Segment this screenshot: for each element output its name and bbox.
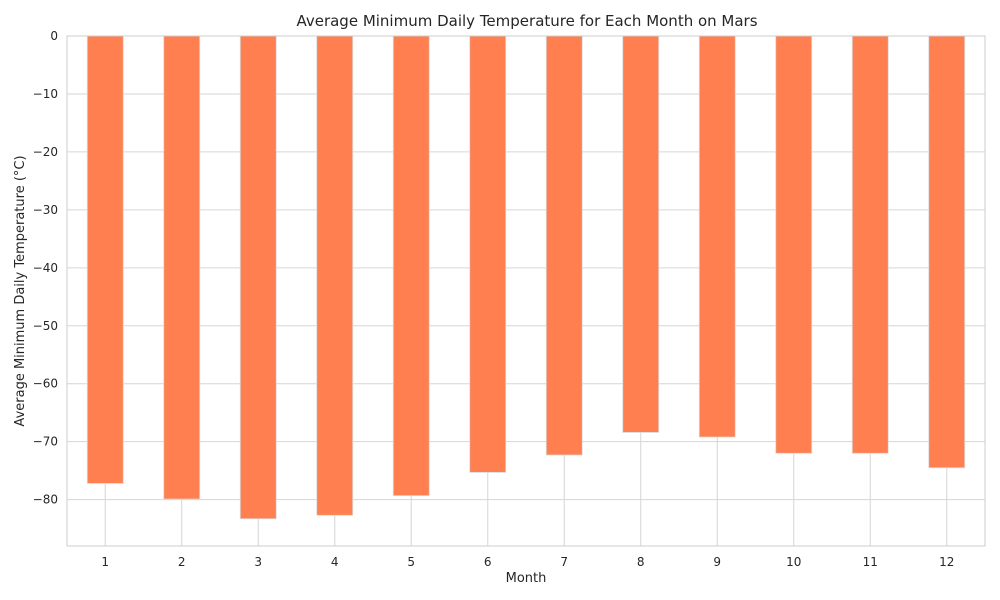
bar-month-1	[86, 35, 124, 484]
bar-month-4	[316, 35, 354, 516]
y-tick-label: −70	[33, 435, 58, 449]
bar-month-5	[392, 35, 430, 496]
gridlines	[67, 35, 985, 546]
x-tick-label: 8	[637, 555, 645, 569]
bar-month-3	[239, 35, 277, 520]
plot-frame	[66, 35, 986, 547]
y-tick-label: −80	[33, 493, 58, 507]
bar-month-10	[775, 35, 813, 454]
x-axis-label: Month	[506, 571, 547, 586]
bar-month-2	[163, 35, 201, 500]
x-tick-label: 6	[484, 555, 492, 569]
y-tick-label: −20	[33, 145, 58, 159]
y-tick-label: −50	[33, 319, 58, 333]
y-tick-label: −60	[33, 377, 58, 391]
y-tick-labels: 0 −10 −20 −30 −40 −50 −60 −70 −80	[33, 29, 58, 507]
bars	[86, 35, 966, 520]
x-tick-label: 9	[713, 555, 721, 569]
y-tick-label: −40	[33, 261, 58, 275]
bar-month-9	[698, 35, 736, 438]
x-tick-label: 2	[178, 555, 186, 569]
x-tick-labels: 1 2 3 4 5 6 7 8 9 10 11 12	[101, 555, 954, 569]
x-tick-label: 4	[331, 555, 339, 569]
x-tick-label: 10	[786, 555, 801, 569]
x-tick-label: 5	[407, 555, 415, 569]
x-tick-label: 3	[254, 555, 262, 569]
y-tick-label: −10	[33, 87, 58, 101]
y-tick-label: −30	[33, 203, 58, 217]
x-tick-label: 12	[939, 555, 954, 569]
bar-month-12	[928, 35, 966, 469]
x-tick-label: 1	[101, 555, 109, 569]
y-axis-label: Average Minimum Daily Temperature (°C)	[13, 155, 28, 426]
bar-month-8	[622, 35, 660, 433]
y-tick-label: 0	[50, 29, 58, 43]
x-tick-label: 11	[863, 555, 878, 569]
bar-month-6	[469, 35, 507, 473]
bar-month-7	[545, 35, 583, 456]
chart-title: Average Minimum Daily Temperature for Ea…	[296, 12, 757, 30]
x-tick-label: 7	[560, 555, 568, 569]
bar-month-11	[851, 35, 889, 454]
